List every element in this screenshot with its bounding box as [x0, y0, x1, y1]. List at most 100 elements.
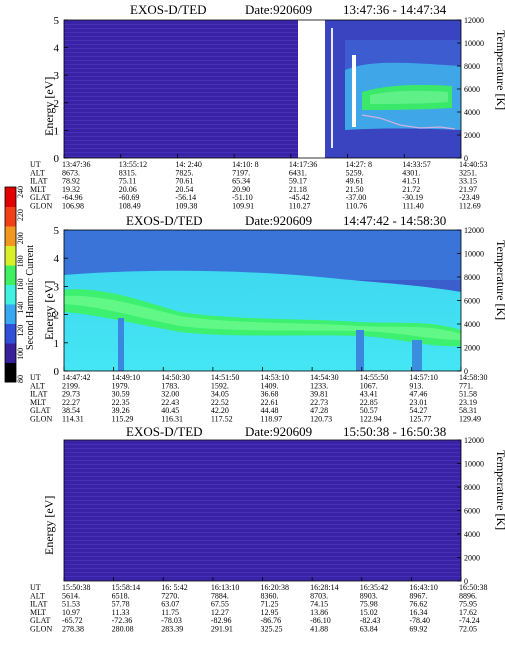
temperature-tick-label: 0: [464, 367, 468, 376]
colorbar-cell: [5, 362, 16, 383]
orbit-cell: 6431.: [289, 168, 307, 177]
orbit-cell: 15:50:38: [62, 583, 90, 592]
panel-1: EXOS-D/TED Date:920609 13:47:36 - 14:47:…: [30, 2, 505, 211]
orbit-cell: 22.35: [112, 398, 130, 407]
panel-3-temperature-label: Temperature [K]: [494, 450, 505, 530]
orbit-cell: 20.54: [175, 185, 193, 194]
energy-tick-label: 5: [54, 225, 60, 237]
orbit-cell: -78.40: [409, 616, 430, 625]
orbit-cell: -86.76: [261, 616, 282, 625]
orbit-cell: 14:47:42: [62, 373, 90, 382]
orbit-cell: -30.19: [402, 193, 423, 202]
orbit-cell: 47.28: [310, 406, 328, 415]
panel-3-time-range: 15:50:38 - 16:50:38: [343, 424, 446, 439]
orbit-cell: 51.53: [62, 600, 80, 609]
orbit-cell: -74.24: [459, 616, 480, 625]
orbit-cell: 1067.: [360, 381, 378, 390]
orbit-cell: 115.29: [112, 415, 134, 424]
orbit-cell: 13.86: [310, 608, 328, 617]
orbit-cell: 291.91: [211, 625, 233, 634]
orbit-cell: 47.46: [409, 390, 427, 399]
colorbar-tick-label: 180: [16, 255, 25, 267]
panel-1-date: Date:920609: [245, 2, 312, 17]
orbit-cell: -51.10: [232, 193, 253, 202]
orbit-cell: 1592.: [211, 381, 229, 390]
orbit-cell: 76.62: [409, 600, 427, 609]
orbit-cell: 30.59: [112, 390, 130, 399]
orbit-cell: 44.48: [261, 406, 279, 415]
orbit-cell: 5259.: [346, 168, 364, 177]
panel-1-white-streak-2: [331, 28, 333, 148]
orbit-cell: 36.68: [261, 390, 279, 399]
orbit-cell: 117.52: [211, 415, 233, 424]
orbit-cell: 16:35:42: [360, 583, 388, 592]
orbit-cell: 71.25: [261, 600, 279, 609]
colorbar-cell: [5, 304, 16, 324]
orbit-cell: 14:50:30: [161, 373, 189, 382]
orbit-cell: 8315.: [119, 168, 137, 177]
orbit-cell: 15.02: [360, 608, 378, 617]
orbit-cell: 1409.: [261, 381, 279, 390]
temperature-tick-label: 2000: [464, 554, 480, 563]
colorbar-tick-label: 80: [16, 375, 25, 383]
orbit-cell: 40.45: [161, 406, 179, 415]
temperature-tick-label: 8000: [464, 62, 480, 71]
panel-2-dark-streak-2: [356, 330, 364, 371]
orbit-cell: 14:27: 8: [346, 160, 372, 169]
panel-1-energy-ticks: 0 1 2 3 4 5: [54, 15, 68, 165]
colorbar-tick-label: 200: [16, 232, 25, 244]
orbit-row-label: ILAT: [30, 390, 47, 399]
orbit-row-label: UT: [30, 583, 41, 592]
orbit-cell: -82.43: [360, 616, 381, 625]
orbit-cell: 41.51: [402, 177, 420, 186]
orbit-cell: 75.11: [119, 177, 137, 186]
panel-1-white-streak: [352, 55, 356, 127]
orbit-cell: 34.05: [211, 390, 229, 399]
orbit-cell: 16: 5:42: [161, 583, 187, 592]
orbit-cell: 22.61: [261, 398, 279, 407]
orbit-cell: 2199.: [62, 381, 80, 390]
orbit-cell: 14:55:50: [360, 373, 388, 382]
panel-1-gap: [298, 20, 325, 158]
orbit-cell: -86.10: [310, 616, 331, 625]
temperature-tick-label: 4000: [464, 108, 480, 117]
orbit-cell: 14:54:30: [310, 373, 338, 382]
temperature-tick-label: 12000: [464, 436, 484, 445]
orbit-cell: 39.26: [112, 406, 130, 415]
temperature-tick-label: 8000: [464, 273, 480, 282]
orbit-cell: 15:58:14: [112, 583, 140, 592]
orbit-cell: 70.61: [175, 177, 193, 186]
orbit-row-label: GLAT: [30, 406, 51, 415]
orbit-cell: 38.54: [62, 406, 80, 415]
orbit-cell: 72.05: [459, 625, 477, 634]
orbit-cell: 14:40:53: [459, 160, 487, 169]
orbit-cell: 1783.: [161, 381, 179, 390]
panel-3-energy-label: Energy [eV]: [42, 496, 56, 555]
orbit-row-label: ALT: [30, 591, 45, 600]
orbit-cell: 65.34: [232, 177, 250, 186]
orbit-cell: 278.38: [62, 625, 84, 634]
orbit-cell: 16:20:38: [261, 583, 289, 592]
orbit-cell: 1233.: [310, 381, 328, 390]
orbit-cell: 8673.: [62, 168, 80, 177]
orbit-cell: 63.07: [161, 600, 179, 609]
panel-3-date: Date:920609: [245, 424, 312, 439]
orbit-cell: 42.20: [211, 406, 229, 415]
panel-1-energy-label: Energy [eV]: [42, 77, 56, 136]
temperature-tick-label: 4000: [464, 530, 480, 539]
panel-3-plot: 0 2000 4000 6000 8000 10000 12000: [63, 436, 484, 586]
panel-2-temperature-ticks: 0 2000 4000 6000 8000 10000 12000: [457, 226, 484, 376]
orbit-cell: 23.01: [409, 398, 427, 407]
orbit-cell: 43.41: [360, 390, 378, 399]
orbit-cell: 10.97: [62, 608, 80, 617]
panel-3-title: EXOS-D/TED: [126, 424, 203, 439]
colorbar-tick-label: 240: [16, 186, 25, 198]
orbit-row-label: UT: [30, 160, 41, 169]
orbit-cell: 21.50: [346, 185, 364, 194]
panel-2-energy-label: Energy [eV]: [42, 281, 56, 340]
panel-1-temperature-label: Temperature [K]: [494, 30, 505, 110]
panel-1-title: EXOS-D/TED: [130, 2, 207, 17]
temperature-tick-label: 12000: [464, 226, 484, 235]
orbit-cell: 11.75: [161, 608, 179, 617]
